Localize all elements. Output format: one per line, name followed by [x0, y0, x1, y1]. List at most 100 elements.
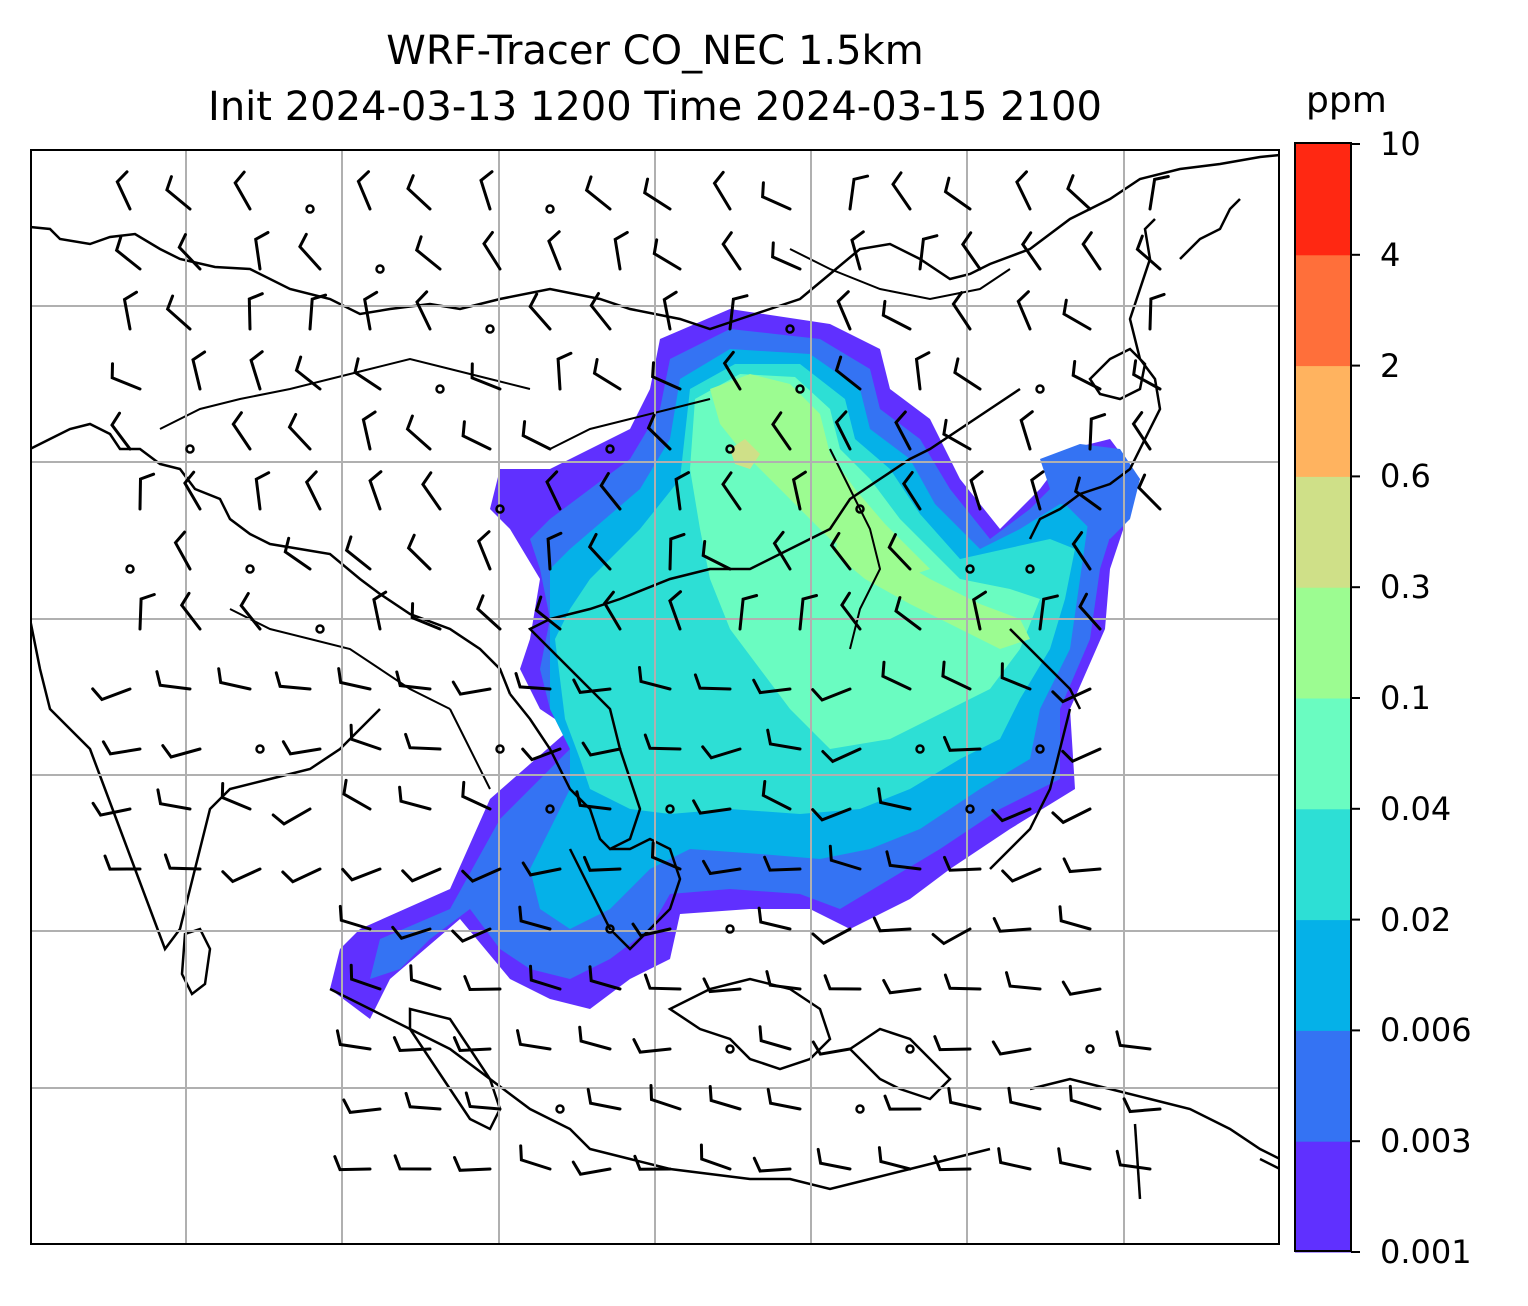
wind-barb	[165, 294, 192, 331]
map-border	[30, 149, 1280, 1245]
wind-barb	[1051, 807, 1092, 825]
wind-barb	[758, 1025, 792, 1051]
colorbar-tick-label: 0.3	[1380, 568, 1431, 607]
wind-barb	[798, 594, 818, 631]
wind-barb	[651, 361, 682, 391]
colorbar	[1294, 142, 1360, 1253]
wind-barb	[722, 350, 742, 391]
wind-barb	[165, 175, 192, 211]
calm-wind-marker	[375, 264, 385, 274]
wind-barb	[482, 231, 502, 271]
wind-barb	[115, 170, 132, 211]
wind-barb	[1115, 1149, 1152, 1171]
wind-barb	[294, 355, 322, 391]
wind-barb	[521, 420, 552, 451]
wind-barb	[451, 680, 492, 696]
calm-wind-marker	[1035, 384, 1045, 394]
calm-wind-marker	[315, 624, 325, 634]
wind-barb	[1020, 231, 1042, 271]
colorbar-band	[1295, 698, 1351, 810]
colorbar-tick-label: 0.006	[1380, 1011, 1472, 1050]
wind-barb	[91, 801, 132, 817]
calm-wind-marker	[605, 444, 615, 454]
wind-barb	[1061, 980, 1102, 996]
wind-barb	[816, 1147, 852, 1171]
wind-barb	[972, 590, 987, 631]
wind-barb	[877, 787, 912, 811]
wind-barb	[1062, 298, 1092, 331]
wind-barb	[828, 844, 862, 871]
colorbar-tick-label: 10	[1380, 125, 1421, 163]
colorbar-tick-label: 0.1	[1380, 679, 1431, 717]
wind-barb	[356, 170, 372, 211]
wind-barb	[693, 673, 732, 691]
calm-wind-marker	[795, 384, 805, 394]
wind-barb	[662, 290, 678, 331]
calm-wind-marker	[555, 1104, 565, 1114]
wind-barb	[161, 744, 202, 759]
wind-barb	[110, 362, 142, 391]
wind-barb	[393, 1154, 432, 1171]
wind-barb	[163, 853, 202, 871]
wind-barb	[763, 855, 802, 872]
wind-barb	[404, 732, 442, 751]
wind-barb	[110, 411, 132, 451]
wind-barb	[404, 1091, 442, 1111]
wind-barb	[721, 231, 742, 271]
wind-barb	[398, 785, 432, 811]
wind-barb	[342, 1098, 382, 1115]
wind-barb	[877, 1146, 912, 1171]
wind-barb	[1005, 971, 1042, 991]
wind-barb	[518, 905, 552, 931]
wind-barb	[584, 175, 612, 211]
wind-barb	[652, 238, 682, 271]
wind-barb	[298, 232, 322, 271]
wind-barb	[545, 470, 562, 511]
wind-barb	[887, 533, 912, 571]
wind-barb	[274, 671, 312, 691]
wind-barb	[823, 974, 862, 991]
wind-barb	[114, 235, 142, 271]
wind-barb	[410, 602, 442, 631]
wind-barb	[217, 667, 252, 691]
wind-barb	[882, 978, 922, 995]
wind-barb	[368, 470, 383, 511]
wind-barb	[901, 471, 922, 511]
wind-barb	[811, 807, 852, 822]
wind-barb	[1081, 231, 1102, 271]
wind-barb	[342, 778, 372, 811]
wind-barb	[239, 592, 262, 631]
wind-barb	[933, 1155, 972, 1172]
wind-barb	[894, 596, 922, 631]
wind-barb	[409, 964, 442, 991]
wind-barb	[848, 174, 870, 211]
wind-barb	[335, 1029, 372, 1051]
wind-barb	[638, 666, 672, 691]
wind-barb	[349, 963, 382, 991]
wind-barb	[1038, 594, 1059, 631]
wind-barb	[766, 728, 802, 751]
wind-barb	[728, 294, 749, 331]
wind-barb	[933, 1035, 972, 1052]
wind-barb	[363, 290, 379, 331]
wind-barb	[254, 231, 270, 271]
colorbar-tick-label: 0.001	[1380, 1233, 1472, 1271]
wind-barb	[283, 536, 312, 571]
wind-barb	[479, 170, 494, 211]
wind-barb	[220, 782, 252, 811]
wind-barb	[1148, 175, 1170, 211]
wind-barb	[221, 867, 262, 884]
calm-wind-marker	[545, 804, 555, 814]
wind-barb	[1071, 360, 1102, 391]
wind-barb	[674, 471, 690, 511]
wind-barb	[633, 1154, 672, 1171]
wind-barb	[254, 471, 271, 511]
wind-barb	[233, 170, 252, 211]
colorbar-ticks	[1351, 143, 1360, 1253]
wind-barb	[1015, 170, 1032, 211]
wind-barbs	[91, 170, 1170, 1176]
colorbar-band	[1295, 254, 1351, 367]
wind-barb	[943, 176, 972, 211]
calm-wind-marker	[485, 324, 495, 334]
calm-wind-marker	[125, 564, 135, 574]
